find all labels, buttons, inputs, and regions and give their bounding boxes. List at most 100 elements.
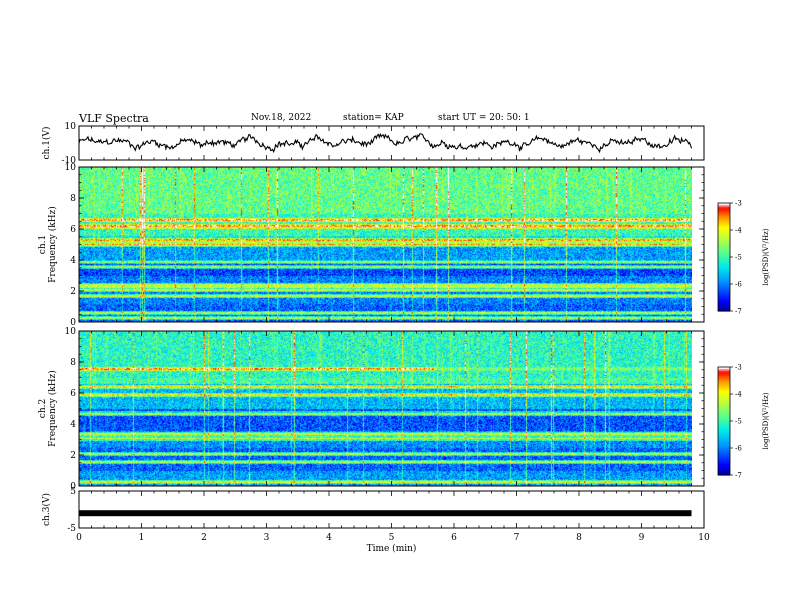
ch1-spectrogram-colorbar-cell xyxy=(718,269,730,272)
time-tick-label: 10 xyxy=(698,533,710,543)
ch1-spectrogram-colorbar-cell xyxy=(718,303,730,307)
ch2-spectrogram-colorbar-cell xyxy=(718,386,730,390)
ch2-spectrogram-colorbar-tick-label: -4 xyxy=(735,391,742,399)
ch2-spectrogram-colorbar-tick-label: -6 xyxy=(735,445,742,453)
ch2-spectrogram-colorbar-cell xyxy=(718,412,730,415)
ch1-spectrogram-colorbar-cell xyxy=(718,266,730,269)
ch2-spectrogram-colorbar-cell xyxy=(718,383,730,386)
ch1-spectrogram-colorbar-cell xyxy=(718,206,730,209)
ch1-spectrogram-colorbar-tick-label: -3 xyxy=(735,200,742,208)
ch2-spectrogram-colorbar-cell xyxy=(718,430,730,433)
ch1-spectrogram-colorbar-cell xyxy=(718,203,730,206)
ch2-spectrogram-ytick-label: 4 xyxy=(70,420,76,430)
ch2-spectrogram-ytick-label: 0 xyxy=(70,482,76,492)
ch1-spectrogram-ytick-label: 10 xyxy=(65,163,77,173)
ch2-spectrogram-ylabel: ch.2 xyxy=(38,399,48,418)
ch1-spectrogram-colorbar-cell xyxy=(718,280,730,283)
station-label: station= KAP xyxy=(343,113,404,123)
ch3-waveform-frame xyxy=(78,490,705,529)
ch2-spectrogram-colorbar-cell xyxy=(718,431,730,435)
time-tick-label: 5 xyxy=(389,533,395,543)
ch1-waveform-line xyxy=(78,132,693,154)
ch1-waveform-ytick-label: 10 xyxy=(65,122,77,132)
ch3-waveform-ylabel: ch.3(V) xyxy=(41,493,52,526)
time-tick-label: 2 xyxy=(201,533,207,543)
ch2-spectrogram-colorbar-cell xyxy=(718,370,730,373)
ch2-spectrogram-colorbar-cell xyxy=(718,442,730,445)
ch1-spectrogram-colorbar-cell xyxy=(718,296,730,299)
ch1-spectrogram-colorbar-cell xyxy=(718,244,730,247)
ch2-spectrogram-colorbar-cell xyxy=(718,388,730,391)
ch1-spectrogram-colorbar-cell xyxy=(718,219,730,222)
ch1-spectrogram-colorbar-cell xyxy=(718,273,730,276)
ch1-spectrogram-colorbar-cell xyxy=(718,208,730,211)
ch1-spectrogram-colorbar-cell xyxy=(718,215,730,218)
time-tick-label: 1 xyxy=(139,533,145,543)
ch2-spectrogram-colorbar-cell xyxy=(718,439,730,442)
ch2-spectrogram-colorbar-cell xyxy=(718,381,730,384)
ch1-spectrogram-colorbar-cell xyxy=(718,293,730,296)
ch1-spectrogram-colorbar-cell xyxy=(718,228,730,231)
ch1-spectrogram-ytick-label: 8 xyxy=(70,194,76,204)
ch1-spectrogram-colorbar-cell xyxy=(718,235,730,238)
time-tick-label: 6 xyxy=(451,533,457,543)
ch1-spectrogram-colorbar-cell xyxy=(718,298,730,301)
ch2-spectrogram-colorbar-cell xyxy=(718,426,730,429)
ch2-spectrogram-colorbar-cell xyxy=(718,457,730,460)
ch1-spectrogram-colorbar-cell xyxy=(718,221,730,224)
ch1-spectrogram-colorbar-cell xyxy=(718,210,730,213)
ch2-spectrogram-colorbar-cell xyxy=(718,401,730,404)
ch1-spectrogram-ytick-label: 4 xyxy=(70,256,76,266)
ch2-spectrogram-colorbar-cell xyxy=(718,410,730,413)
ch1-spectrogram-colorbar-cell xyxy=(718,239,730,242)
ch2-spectrogram-colorbar-cell xyxy=(718,417,730,420)
ch1-spectrogram-colorbar-cell xyxy=(718,257,730,260)
panels-layer xyxy=(78,132,730,517)
ch2-spectrogram-colorbar-tick-label: -3 xyxy=(735,364,742,372)
ch1-spectrogram-colorbar-cell xyxy=(718,217,730,220)
ch1-spectrogram-colorbar-cell xyxy=(718,267,730,271)
ch1-spectrogram-colorbar-cell xyxy=(718,260,730,263)
ch2-spectrogram-ytick-label: 2 xyxy=(70,451,76,461)
ch1-spectrogram-colorbar-tick-label: -6 xyxy=(735,281,742,289)
ch1-waveform-ylabel: ch.1(V) xyxy=(41,127,52,160)
ch1-spectrogram-ytick-label: 0 xyxy=(70,318,76,328)
ch1-spectrogram-colorbar-cell xyxy=(718,212,730,215)
ch1-spectrogram-colorbar-label: log(PSD)(V²/Hz) xyxy=(762,228,770,285)
ch1-spectrogram-colorbar-cell xyxy=(718,284,730,287)
ch2-spectrogram-colorbar-cell xyxy=(718,374,730,377)
ch2-spectrogram-colorbar-cell xyxy=(718,437,730,440)
ch2-spectrogram-colorbar-cell xyxy=(718,466,730,469)
ch1-spectrogram-colorbar-cell xyxy=(718,253,730,256)
ch1-spectrogram-colorbar-cell xyxy=(718,285,730,289)
ch2-spectrogram-colorbar-cell xyxy=(718,467,730,471)
ch2-spectrogram-colorbar-cell xyxy=(718,428,730,431)
ch1-spectrogram-colorbar-cell xyxy=(718,278,730,281)
ch2-spectrogram-colorbar-cell xyxy=(718,395,730,399)
ch2-spectrogram-colorbar-cell xyxy=(718,415,730,418)
ch1-spectrogram-colorbar-cell xyxy=(718,307,730,310)
ch2-spectrogram-colorbar-cell xyxy=(718,449,730,453)
ch2-spectrogram-colorbar-cell xyxy=(718,367,730,370)
ch2-spectrogram-colorbar-cell xyxy=(718,422,730,426)
ch2-spectrogram-colorbar-cell xyxy=(718,368,730,372)
ch2-spectrogram-ylabel: Frequency (kHz) xyxy=(47,370,58,447)
ch2-spectrogram-colorbar-tick-label: -7 xyxy=(735,472,742,480)
ch2-spectrogram-colorbar-cell xyxy=(718,404,730,408)
ch2-spectrogram-colorbar-cell xyxy=(718,399,730,402)
ch2-spectrogram-colorbar-cell xyxy=(718,403,730,406)
frames-layer xyxy=(78,125,733,529)
ch2-spectrogram-colorbar-cell xyxy=(718,385,730,388)
ch1-waveform-ytick-label: -10 xyxy=(62,156,77,166)
ch1-spectrogram-colorbar-cell xyxy=(718,294,730,298)
ch2-spectrogram-colorbar-cell xyxy=(718,413,730,417)
ch2-spectrogram-image xyxy=(79,331,692,486)
ch2-spectrogram-colorbar-cell xyxy=(718,406,730,409)
ch1-spectrogram-colorbar-cell xyxy=(718,226,730,229)
ch2-spectrogram-colorbar-cell xyxy=(718,397,730,400)
ch3-waveform-line xyxy=(79,510,692,517)
ch2-spectrogram-colorbar-cell xyxy=(718,453,730,456)
ch2-spectrogram-colorbar-cell xyxy=(718,464,730,467)
ch1-spectrogram-colorbar-cell xyxy=(718,289,730,292)
ch2-spectrogram-colorbar-cell xyxy=(718,440,730,444)
